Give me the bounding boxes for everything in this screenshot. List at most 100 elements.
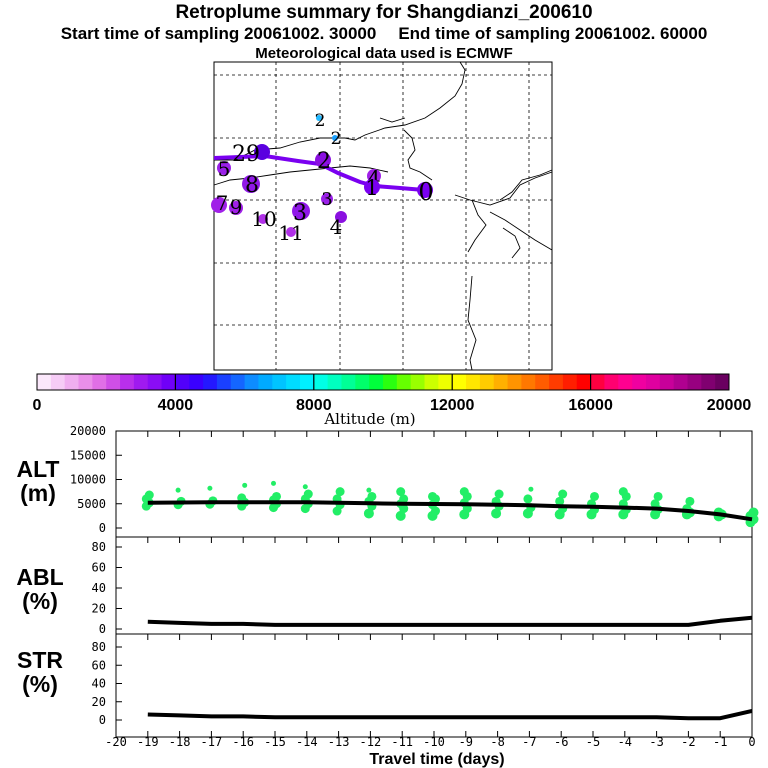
trajectory-marker (242, 175, 260, 193)
trajectory-marker (258, 214, 268, 224)
y-axis-tick-label: 5000 (77, 497, 106, 511)
colorbar-cell (189, 374, 204, 390)
colorbar-cell (438, 374, 453, 390)
y-axis-tick-label: 20 (92, 602, 106, 616)
colorbar-cell (645, 374, 661, 390)
panels-frame (115, 430, 753, 738)
coastline (489, 211, 553, 251)
x-axis-tick-label: -16 (232, 735, 254, 749)
coastline (502, 227, 521, 259)
y-axis-tick-label: 20000 (70, 424, 106, 438)
colorbar-cell (369, 374, 384, 390)
x-axis-tick-label: -10 (423, 735, 445, 749)
alt-particle (366, 487, 372, 493)
alt-particle (242, 482, 248, 488)
colorbar-tick-label: 0 (33, 397, 42, 414)
colorbar-cell (341, 374, 356, 390)
alt-particle (396, 487, 406, 497)
colorbar-cell (410, 374, 426, 390)
x-axis-tick-label: -8 (490, 735, 504, 749)
alt-particle (207, 485, 213, 491)
trajectory-marker-label: 2 (331, 129, 342, 149)
colorbar-cell (78, 374, 93, 390)
trajectory-marker (364, 179, 380, 195)
colorbar-cell (106, 374, 121, 390)
alt-particle (399, 494, 409, 504)
x-axis-tick-label: -18 (169, 735, 191, 749)
y-axis-tick-label: 0 (99, 521, 106, 535)
x-axis-tick-label: -14 (296, 735, 318, 749)
colorbar-cell (562, 374, 578, 390)
y-axis-tick-label: 60 (92, 561, 106, 575)
x-axis-tick-label: -17 (201, 735, 223, 749)
alt-particle (395, 510, 406, 521)
trajectory-marker (335, 211, 347, 223)
colorbar-cell (479, 374, 495, 390)
map-gridlines (214, 62, 552, 370)
colorbar-cell (701, 374, 716, 390)
colorbar-cell (244, 374, 259, 390)
colorbar-label: Altitude (m) (323, 410, 415, 428)
colorbar-cell (133, 374, 149, 390)
x-axis-tick-label: -19 (137, 735, 159, 749)
trajectory-marker (321, 193, 333, 205)
abl-series-line (147, 615, 753, 627)
colorbar-cell (355, 374, 370, 390)
province-boundary (379, 117, 406, 123)
colorbar-cell (535, 374, 550, 390)
trajectory-marker (316, 115, 322, 121)
colorbar-tick-label: 16000 (568, 397, 613, 414)
y-axis-tick-label: 80 (92, 540, 106, 554)
y-axis-tick-label: 40 (92, 581, 106, 595)
y-axis-tick-label: 10000 (70, 473, 106, 487)
colorbar-cell (424, 374, 439, 390)
alt-particle (555, 496, 565, 506)
trajectory-marker-label: 2 (317, 149, 331, 174)
colorbar-cell (632, 374, 647, 390)
alt-particle (144, 490, 154, 500)
colorbar-cell (230, 374, 246, 390)
altitude-colorbar: 0 4000 8000 12000 16000 20000 Altitude (m) (33, 373, 752, 428)
colorbar-cell (64, 374, 80, 390)
colorbar-cell (493, 374, 509, 390)
alt-panel-label: ALT (16, 456, 59, 482)
colorbar-cell (576, 374, 592, 390)
alt-particle (237, 493, 247, 503)
x-axis-tick-label: -5 (586, 735, 600, 749)
colorbar-cell (50, 374, 66, 390)
alt-particle (272, 491, 281, 501)
alt-particle (523, 494, 533, 504)
trajectory-marker-label: 9 (230, 195, 243, 219)
province-boundary (213, 165, 389, 186)
coastline (467, 275, 477, 371)
colorbar-cell (216, 374, 232, 390)
trajectory-marker-label: 8 (245, 173, 259, 198)
abl-panel-unit: (%) (22, 588, 58, 614)
colorbar-cell (175, 374, 190, 390)
colorbar-cell (549, 374, 564, 390)
trajectory-marker (254, 144, 270, 160)
colorbar-cell (272, 374, 287, 390)
trajectory-marker-label: 1 (365, 176, 378, 200)
colorbar-cell (590, 374, 605, 390)
time-series-panels: ALT (m) ABL (%) STR (%) 0 5000 10000 15000 2… (16, 424, 759, 768)
trajectory-marker-label: 7 (216, 191, 229, 215)
alt-particle (528, 486, 534, 492)
colorbar-cell (396, 374, 412, 390)
y-axis-tick-label: 20 (92, 695, 106, 709)
colorbar-cell (521, 374, 536, 390)
coastline (454, 171, 553, 206)
trajectory-marker-label: 5 (218, 157, 231, 181)
trajectory-marker-label: 10 (251, 207, 276, 231)
x-axis-tick-label: -9 (459, 735, 473, 749)
colorbar-frame (36, 373, 730, 391)
y-axis-ticks: 0 5000 10000 15000 20000 0 20 40 60 80 0 20 40 60 80 (70, 424, 122, 727)
colorbar-cell (687, 374, 702, 390)
colorbar-tick-label: 20000 (707, 397, 752, 414)
y-axis-tick-label: 0 (99, 622, 106, 636)
alt-particle (303, 489, 313, 499)
trajectory-marker (217, 161, 231, 175)
colorbar-cell (258, 374, 273, 390)
